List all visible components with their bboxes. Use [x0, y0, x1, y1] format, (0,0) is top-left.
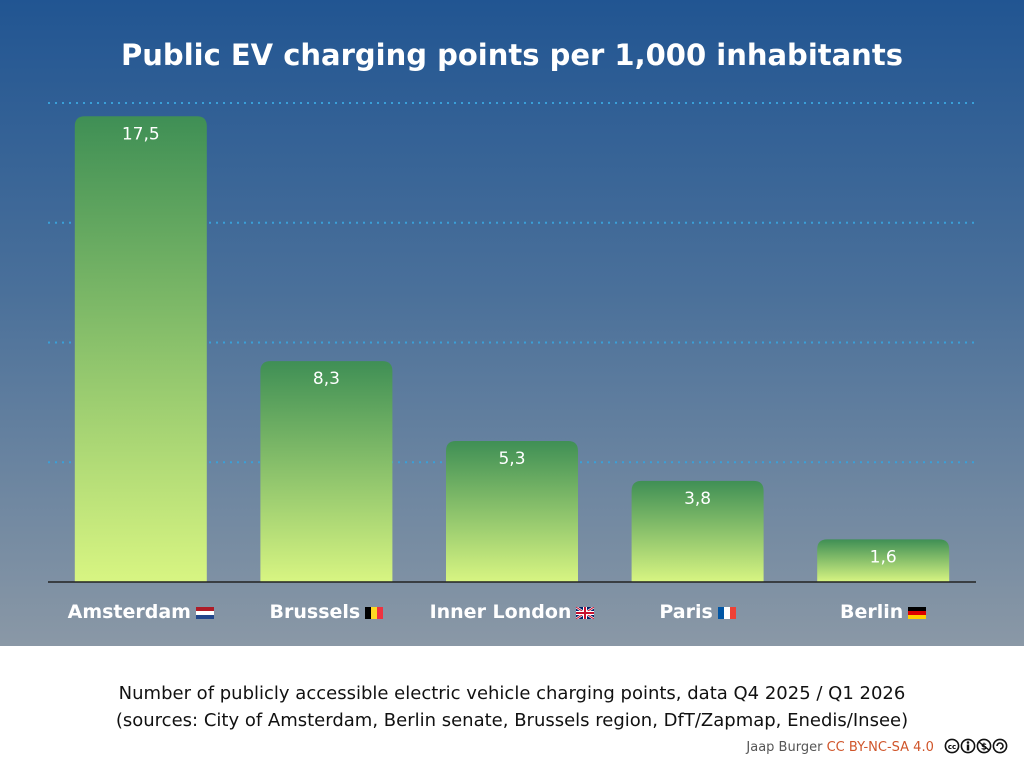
data-label: 3,8 [684, 489, 711, 509]
category-label: Berlin [783, 601, 983, 623]
author: Jaap Burger [746, 740, 823, 755]
bar-paris [631, 480, 764, 582]
credit: Jaap Burger CC BY-NC-SA 4.0 cc $ [746, 738, 1010, 755]
category-label: Amsterdam [41, 601, 241, 623]
cc-by-nc-sa-icon: cc $ [944, 738, 1008, 754]
caption-line-2: (sources: City of Amsterdam, Berlin sena… [115, 710, 909, 731]
svg-text:$: $ [981, 743, 987, 753]
flag-belgium-icon [365, 607, 384, 619]
category-name: Amsterdam [67, 601, 191, 623]
category-name: Berlin [840, 601, 904, 623]
chart-title: Public EV charging points per 1,000 inha… [121, 38, 903, 72]
flag-netherlands-icon [195, 607, 214, 619]
license-link[interactable]: CC BY-NC-SA 4.0 [826, 740, 934, 755]
caption: Number of publicly accessible electric v… [0, 680, 1024, 734]
category-name: Paris [659, 601, 713, 623]
flag-france-icon [717, 607, 736, 619]
bar-amsterdam [74, 116, 207, 583]
bar-berlin [817, 539, 950, 582]
category-name: Inner London [429, 601, 572, 623]
data-label: 8,3 [313, 369, 340, 389]
category-label: Inner London [412, 601, 612, 623]
category-label: Paris [598, 601, 798, 623]
bar-chart: 17,5 8,3 5,3 3,8 1,6 [48, 102, 976, 583]
caption-line-1: Number of publicly accessible electric v… [118, 683, 906, 704]
data-label: 1,6 [870, 547, 897, 567]
bar-brussels [260, 361, 393, 582]
bar-inner-london [446, 440, 578, 582]
flag-germany-icon [908, 607, 927, 619]
data-label: 17,5 [122, 124, 160, 144]
svg-text:cc: cc [948, 743, 956, 751]
flag-united-kingdom-icon [575, 606, 596, 620]
category-label: Brussels [226, 601, 426, 623]
category-name: Brussels [269, 601, 361, 623]
data-label: 5,3 [498, 449, 525, 469]
